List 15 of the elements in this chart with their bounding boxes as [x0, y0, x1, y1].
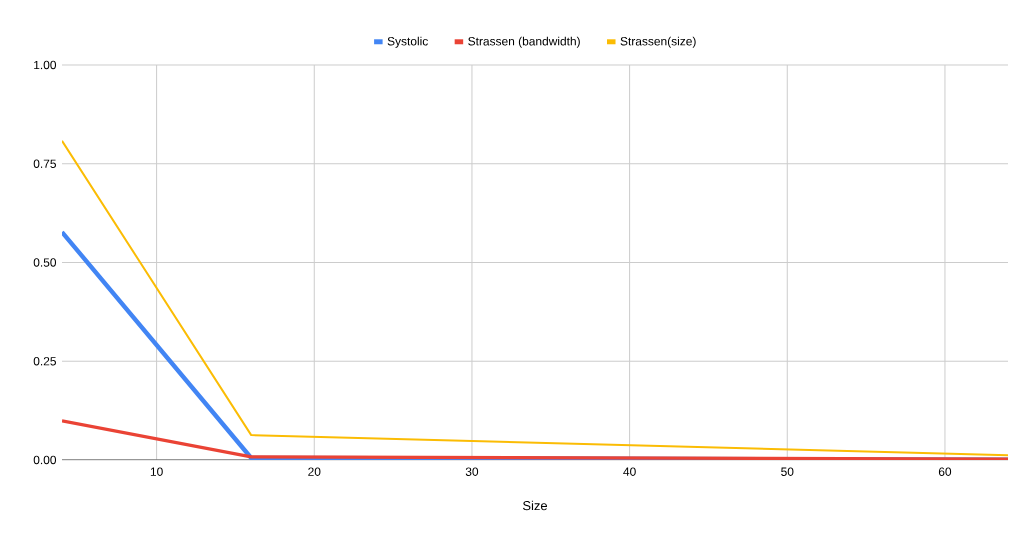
- x-tick-label: 60: [938, 467, 952, 476]
- y-tick-label: 0.75: [33, 159, 56, 168]
- legend-label: Strassen(size): [620, 36, 696, 48]
- x-tick-label: 10: [150, 467, 163, 476]
- y-tick-label: 0.00: [33, 455, 57, 465]
- x-tick-label: 40: [623, 467, 636, 476]
- y-tick-label: 1.00: [34, 60, 57, 70]
- x-tick-label: 20: [308, 467, 321, 476]
- x-tick-label: 30: [465, 467, 479, 476]
- legend-label: Strassen (bandwidth): [468, 36, 580, 48]
- x-tick-label: 50: [781, 467, 794, 476]
- legend-label: Systolic: [387, 36, 428, 48]
- y-tick-label: 0.50: [33, 258, 57, 267]
- x-axis-title: Size: [523, 500, 548, 511]
- y-tick-label: 0.25: [33, 357, 56, 366]
